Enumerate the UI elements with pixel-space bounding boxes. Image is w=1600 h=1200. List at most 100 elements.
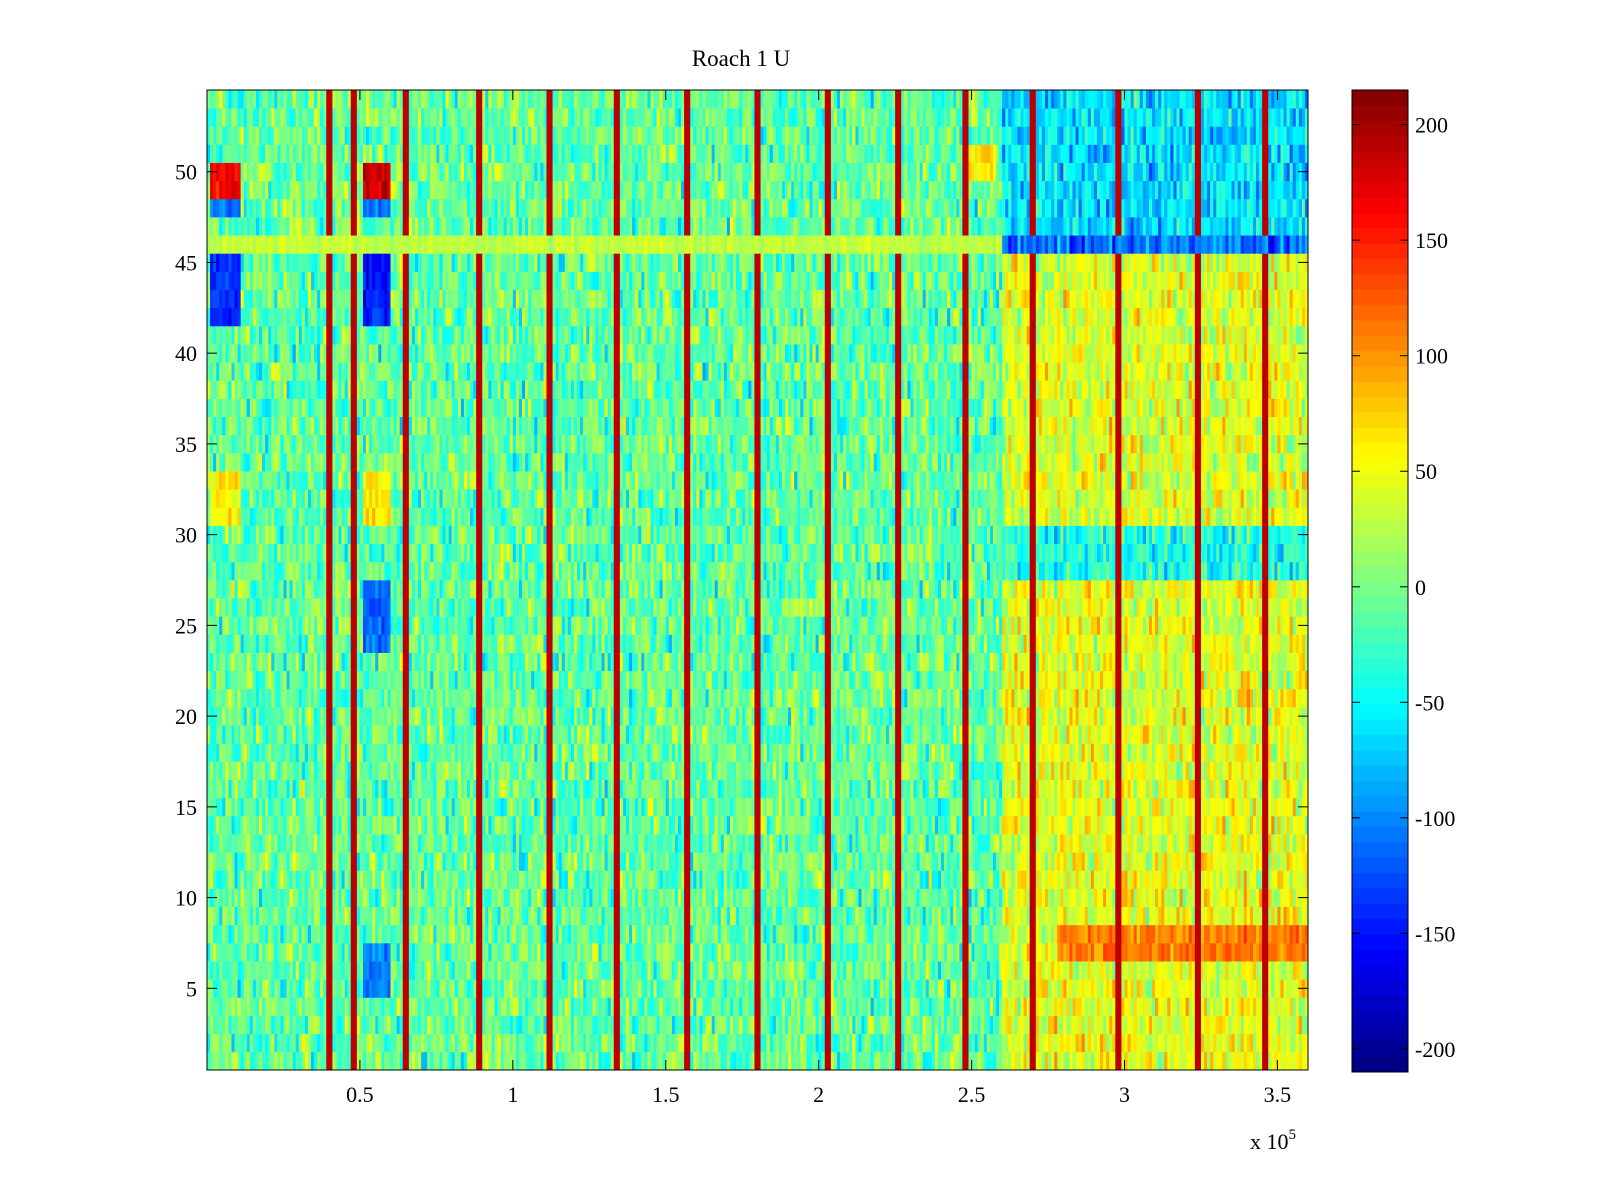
heatmap-cell xyxy=(1247,1016,1250,1035)
heatmap-cell xyxy=(455,889,458,908)
heatmap-cell xyxy=(1253,979,1256,998)
heatmap-cell xyxy=(1091,961,1094,980)
heatmap-cell xyxy=(357,997,360,1016)
heatmap-cell xyxy=(302,907,305,926)
heatmap-cell xyxy=(354,870,357,889)
heatmap-cell xyxy=(326,852,329,871)
heatmap-cell xyxy=(702,1052,705,1071)
heatmap-cell xyxy=(721,907,724,926)
heatmap-cell xyxy=(605,852,608,871)
heatmap-cell xyxy=(525,889,528,908)
heatmap-cell xyxy=(1195,1052,1198,1071)
heatmap-cell xyxy=(280,1052,283,1071)
heatmap-cell xyxy=(464,1016,467,1035)
heatmap-cell xyxy=(654,852,657,871)
heatmap-cell xyxy=(1014,907,1017,926)
heatmap-cell xyxy=(1164,889,1167,908)
heatmap-cell xyxy=(978,907,981,926)
heatmap-cell xyxy=(990,979,993,998)
heatmap-cell xyxy=(467,907,470,926)
heatmap-cell xyxy=(409,1016,412,1035)
heatmap-cell xyxy=(681,961,684,980)
heatmap-cell xyxy=(540,889,543,908)
heatmap-cell xyxy=(626,852,629,871)
heatmap-cell xyxy=(993,961,996,980)
heatmap-cell xyxy=(913,961,916,980)
heatmap-cell xyxy=(641,1016,644,1035)
heatmap-cell xyxy=(1011,997,1014,1016)
heatmap-cell xyxy=(687,852,690,871)
heatmap-cell xyxy=(758,979,761,998)
heatmap-cell xyxy=(256,997,259,1016)
heatmap-cell xyxy=(883,870,886,889)
heatmap-cell xyxy=(253,961,256,980)
heatmap-cell xyxy=(268,943,271,962)
heatmap-cell xyxy=(1030,1052,1033,1071)
heatmap-cell xyxy=(595,979,598,998)
heatmap-cell xyxy=(932,979,935,998)
heatmap-cell xyxy=(241,979,244,998)
heatmap-cell xyxy=(831,925,834,944)
heatmap-cell xyxy=(849,907,852,926)
heatmap-cell xyxy=(479,979,482,998)
heatmap-cell xyxy=(883,1034,886,1053)
heatmap-cell xyxy=(1140,925,1143,944)
heatmap-cell xyxy=(283,889,286,908)
heatmap-cell xyxy=(1118,1016,1121,1035)
heatmap-cell xyxy=(277,997,280,1016)
heatmap-cell xyxy=(540,943,543,962)
heatmap-cell xyxy=(1140,961,1143,980)
heatmap-cell xyxy=(614,870,617,889)
heatmap-cell xyxy=(482,961,485,980)
heatmap-cell xyxy=(1173,997,1176,1016)
heatmap-cell xyxy=(650,943,653,962)
heatmap-cell xyxy=(690,925,693,944)
heatmap-cell xyxy=(427,943,430,962)
heatmap-cell xyxy=(397,1034,400,1053)
heatmap-cell xyxy=(901,1016,904,1035)
heatmap-cell xyxy=(1189,997,1192,1016)
heatmap-cell xyxy=(372,852,375,871)
heatmap-cell xyxy=(690,979,693,998)
heatmap-cell xyxy=(868,961,871,980)
heatmap-cell xyxy=(409,1052,412,1071)
heatmap-cell xyxy=(280,943,283,962)
heatmap-cell xyxy=(990,961,993,980)
heatmap-cell xyxy=(944,1016,947,1035)
heatmap-cell xyxy=(1137,961,1140,980)
heatmap-cell xyxy=(1134,889,1137,908)
heatmap-cell xyxy=(595,961,598,980)
heatmap-cell xyxy=(858,997,861,1016)
heatmap-cell xyxy=(727,870,730,889)
heatmap-cell xyxy=(501,979,504,998)
heatmap-cell xyxy=(326,997,329,1016)
heatmap-cell xyxy=(923,997,926,1016)
heatmap-cell xyxy=(351,852,354,871)
heatmap-cell xyxy=(739,925,742,944)
heatmap-cell xyxy=(834,852,837,871)
heatmap-cell xyxy=(984,979,987,998)
heatmap-cell xyxy=(494,1052,497,1071)
heatmap-cell xyxy=(809,997,812,1016)
heatmap-cell xyxy=(1024,1052,1027,1071)
heatmap-cell xyxy=(898,852,901,871)
heatmap-cell xyxy=(540,925,543,944)
heatmap-cell xyxy=(1268,943,1271,962)
heatmap-cell xyxy=(965,943,968,962)
heatmap-cell xyxy=(1302,943,1305,962)
heatmap-cell xyxy=(583,943,586,962)
heatmap-cell xyxy=(681,870,684,889)
heatmap-cell xyxy=(1152,925,1155,944)
heatmap-cell xyxy=(959,852,962,871)
heatmap-cell xyxy=(669,889,672,908)
heatmap-cell xyxy=(287,979,290,998)
heatmap-cell xyxy=(207,1052,210,1071)
heatmap-cell xyxy=(543,907,546,926)
heatmap-cell xyxy=(907,1052,910,1071)
heatmap-cell xyxy=(898,1034,901,1053)
heatmap-cell xyxy=(1060,1034,1063,1053)
heatmap-cell xyxy=(210,870,213,889)
heatmap-cell xyxy=(1161,889,1164,908)
heatmap-cell xyxy=(244,961,247,980)
heatmap-cell xyxy=(207,1016,210,1035)
